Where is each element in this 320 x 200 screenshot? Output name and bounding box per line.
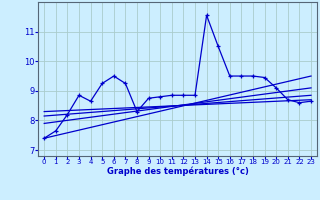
X-axis label: Graphe des températures (°c): Graphe des températures (°c)	[107, 167, 249, 176]
